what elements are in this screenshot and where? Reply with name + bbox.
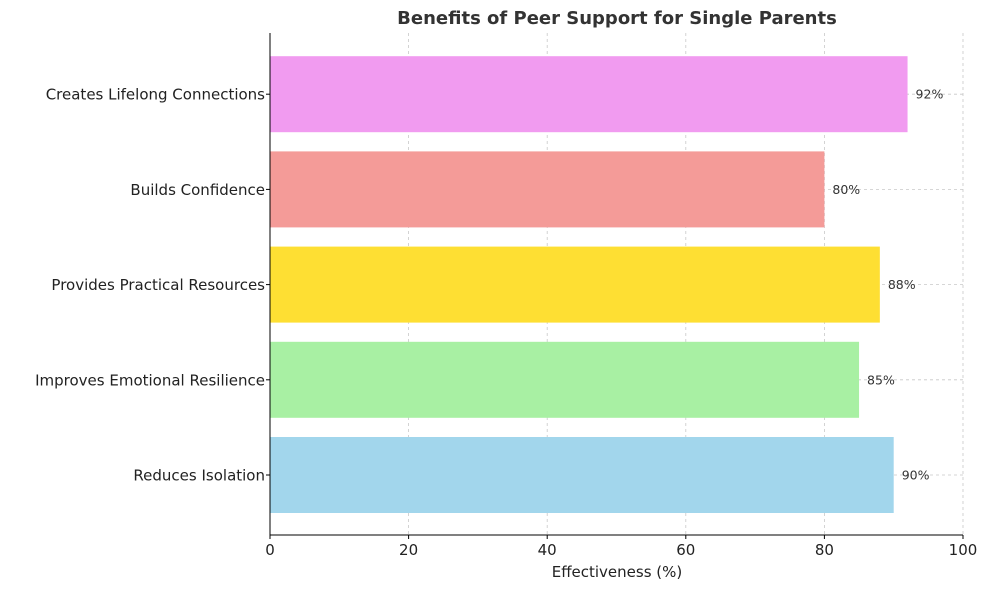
axes: 0 20 40 60 80 100 bbox=[265, 33, 977, 559]
x-tick-label: 100 bbox=[949, 541, 978, 559]
bar-value-label: 80% bbox=[832, 182, 860, 197]
bar-3 bbox=[270, 151, 825, 228]
x-tick-label: 80 bbox=[815, 541, 834, 559]
x-tick-label: 20 bbox=[399, 541, 418, 559]
category-label: Provides Practical Resources bbox=[51, 276, 265, 294]
x-tick-label: 60 bbox=[676, 541, 695, 559]
bar-2 bbox=[270, 246, 880, 323]
category-label: Reduces Isolation bbox=[133, 467, 265, 485]
bars bbox=[270, 56, 908, 513]
data-labels: 90% Reduces Isolation 85% Improves Emotiona… bbox=[35, 86, 943, 485]
bar-value-label: 90% bbox=[902, 468, 930, 483]
bar-value-label: 85% bbox=[867, 372, 895, 387]
category-label: Improves Emotional Resilience bbox=[35, 371, 265, 389]
category-label: Creates Lifelong Connections bbox=[46, 86, 265, 104]
category-label: Builds Confidence bbox=[130, 181, 265, 199]
chart-title: Benefits of Peer Support for Single Pare… bbox=[397, 8, 837, 29]
x-tick-label: 0 bbox=[265, 541, 275, 559]
bar-value-label: 92% bbox=[916, 87, 944, 102]
bar-value-label: 88% bbox=[888, 277, 916, 292]
bar-4 bbox=[270, 56, 908, 133]
x-tick-label: 40 bbox=[538, 541, 557, 559]
bar-1 bbox=[270, 341, 860, 418]
bar-0 bbox=[270, 437, 894, 513]
x-axis-title: Effectiveness (%) bbox=[552, 563, 683, 581]
